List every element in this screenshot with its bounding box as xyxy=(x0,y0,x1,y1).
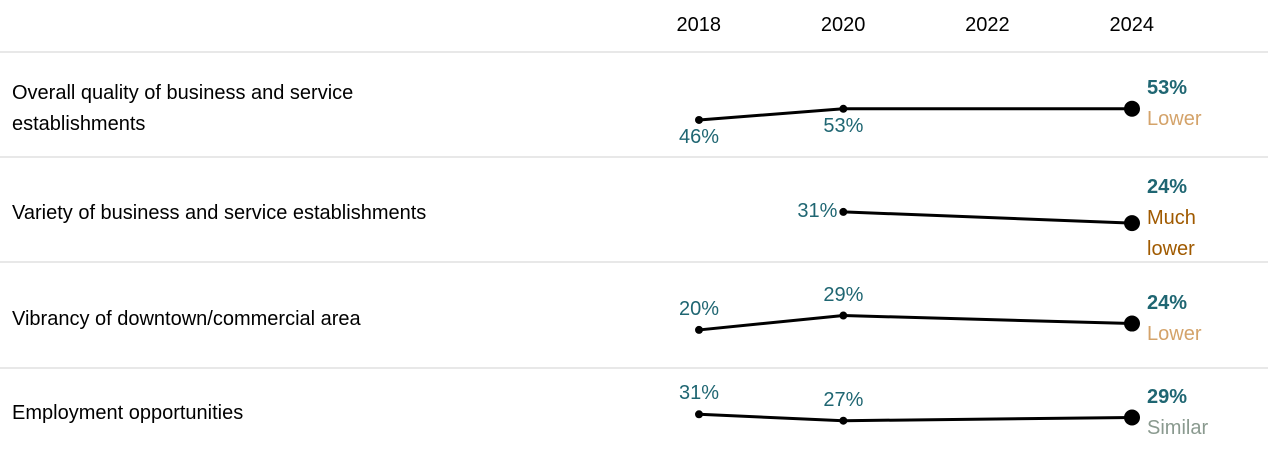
comparison: Similar xyxy=(1147,416,1209,439)
value-label: 46% xyxy=(679,125,720,148)
row-label: Overall quality of business and service … xyxy=(12,81,354,135)
x-tick-label: 2022 xyxy=(965,14,1010,36)
row-label: Variety of business and service establis… xyxy=(12,202,427,224)
value-label: 53% xyxy=(823,114,864,137)
x-tick-label: 2018 xyxy=(676,14,722,36)
end-value: 24% xyxy=(1147,175,1188,198)
end-label: 24% Much lower xyxy=(1147,172,1237,265)
end-value: 29% xyxy=(1147,385,1188,408)
row-label: Employment opportunities xyxy=(12,402,244,424)
value-label: 20% xyxy=(679,297,720,320)
point xyxy=(695,115,703,124)
point xyxy=(839,416,848,425)
end-label: 24% Lower xyxy=(1147,288,1237,350)
end-value: 24% xyxy=(1147,291,1188,314)
trend-line xyxy=(698,412,1133,423)
point xyxy=(1124,100,1140,117)
value-label: 31% xyxy=(679,382,720,405)
end-label: 53% Lower xyxy=(1147,73,1237,135)
end-label: 29% Similar xyxy=(1147,382,1237,444)
end-value: 53% xyxy=(1147,76,1188,99)
comparison: Much lower xyxy=(1147,206,1196,260)
point xyxy=(1124,409,1140,426)
point xyxy=(839,207,848,216)
trend-line xyxy=(843,210,1133,225)
point xyxy=(695,325,703,334)
value-label: 27% xyxy=(823,388,864,411)
row-label: Vibrancy of downtown/commercial area xyxy=(12,307,361,330)
trend-line xyxy=(698,107,1132,122)
trend-line xyxy=(698,314,1133,332)
comparison: Lower xyxy=(1147,322,1202,345)
point xyxy=(1124,315,1140,332)
comparison: Lower xyxy=(1147,107,1202,130)
value-label: 31% xyxy=(797,199,838,222)
x-tick-label: 2024 xyxy=(1109,14,1155,36)
point xyxy=(1124,215,1140,232)
point xyxy=(839,311,848,320)
x-tick-label: 2020 xyxy=(820,14,866,36)
point xyxy=(695,410,703,419)
value-label: 29% xyxy=(823,283,864,306)
point xyxy=(839,104,848,113)
